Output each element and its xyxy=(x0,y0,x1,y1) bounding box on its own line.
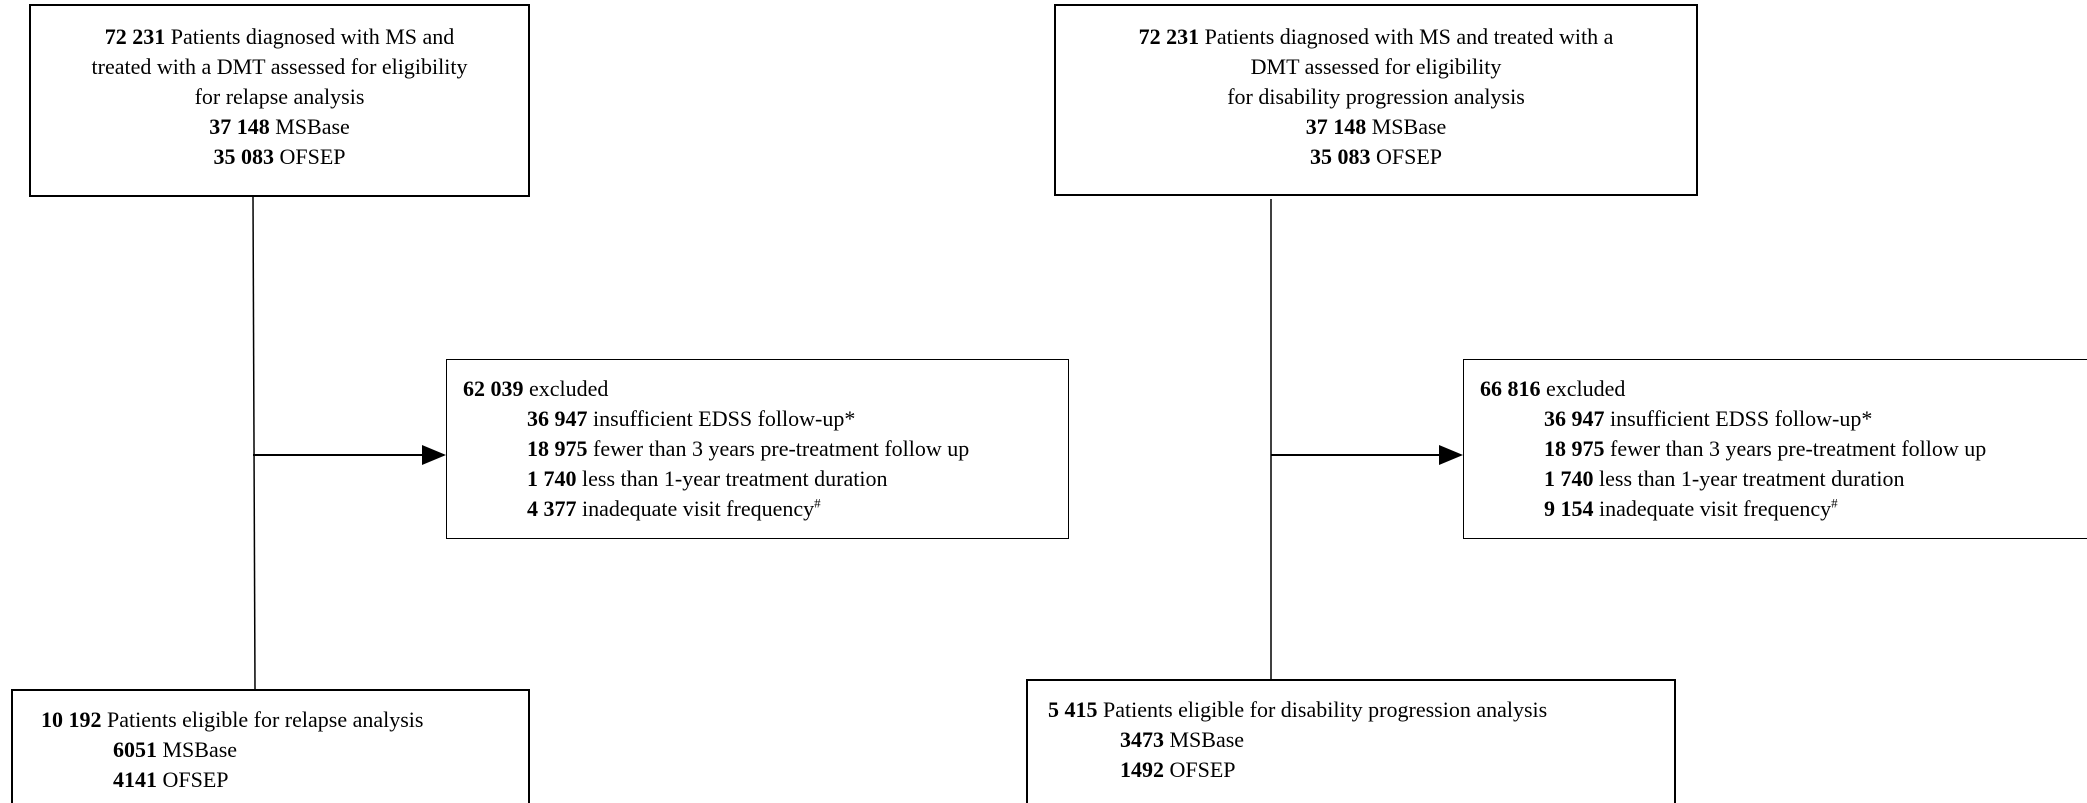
box-line: 18 975 fewer than 3 years pre-treatment … xyxy=(1480,434,2087,464)
footnote-mark: # xyxy=(814,495,821,511)
label: Patients eligible for relapse analysis xyxy=(107,707,424,732)
label: MSBase xyxy=(275,114,350,139)
box-line: 72 231 Patients diagnosed with MS and tr… xyxy=(1056,22,1696,52)
count: 4 377 xyxy=(527,496,577,521)
box-line: 4 377 inadequate visit frequency# xyxy=(463,494,1068,524)
box-line: 1492 OFSEP xyxy=(1048,755,1674,785)
box: 72 231 Patients diagnosed with MS and tre… xyxy=(29,4,530,197)
label: DMT assessed for eligibility xyxy=(1250,54,1502,79)
count: 35 083 xyxy=(213,144,274,169)
count: 1492 xyxy=(1120,757,1164,782)
box-line: DMT assessed for eligibility xyxy=(1056,52,1696,82)
label: fewer than 3 years pre-treatment follow … xyxy=(1610,436,1987,461)
box-line: 37 148 MSBase xyxy=(31,112,528,142)
label: inadequate visit frequency xyxy=(1599,496,1832,521)
box-line: 3473 MSBase xyxy=(1048,725,1674,755)
box-line: 6051 MSBase xyxy=(41,735,528,765)
box-line: 1 740 less than 1-year treatment duratio… xyxy=(1480,464,2087,494)
count: 35 083 xyxy=(1309,144,1371,169)
box-line: for disability progression analysis xyxy=(1056,82,1696,112)
box-line: 36 947 insufficient EDSS follow-up* xyxy=(1480,404,2087,434)
label: MSBase xyxy=(1169,727,1245,752)
label: less than 1-year treatment duration xyxy=(1599,466,1905,491)
box-line: 10 192 Patients eligible for relapse ana… xyxy=(41,705,528,735)
count: 10 192 xyxy=(41,707,102,732)
footnote-mark: # xyxy=(1831,495,1838,511)
count: 1 740 xyxy=(527,466,577,491)
label: inadequate visit frequency xyxy=(582,496,815,521)
box: 72 231 Patients diagnosed with MS and tr… xyxy=(1054,4,1698,196)
label: OFSEP xyxy=(1375,144,1443,169)
count: 36 947 xyxy=(1544,406,1605,431)
label: excluded xyxy=(529,376,609,401)
count: 72 231 xyxy=(1138,24,1200,49)
box-line: 37 148 MSBase xyxy=(1056,112,1696,142)
box: 62 039 excluded 36 947 insufficient EDSS … xyxy=(446,359,1069,539)
label: OFSEP xyxy=(279,144,346,169)
label: Patients eligible for disability progres… xyxy=(1103,697,1548,722)
label: treated with a DMT assessed for eligibil… xyxy=(91,54,468,79)
count: 9 154 xyxy=(1544,496,1594,521)
count: 66 816 xyxy=(1480,376,1541,401)
label: less than 1-year treatment duration xyxy=(582,466,888,491)
label: fewer than 3 years pre-treatment follow … xyxy=(593,436,970,461)
label: for relapse analysis xyxy=(194,84,365,109)
box-line: 4141 OFSEP xyxy=(41,765,528,795)
count: 18 975 xyxy=(1544,436,1605,461)
box-line: 5 415 Patients eligible for disability p… xyxy=(1048,695,1674,725)
label: Patients diagnosed with MS and treated w… xyxy=(1204,24,1614,49)
count: 37 148 xyxy=(209,114,270,139)
count: 1 740 xyxy=(1544,466,1594,491)
box-line: 36 947 insufficient EDSS follow-up* xyxy=(463,404,1068,434)
connector xyxy=(252,196,256,690)
box-line: treated with a DMT assessed for eligibil… xyxy=(31,52,528,82)
box-line: 66 816 excluded xyxy=(1480,374,2087,404)
label: insufficient EDSS follow-up* xyxy=(593,406,856,431)
label: MSBase xyxy=(162,737,238,762)
box: 10 192 Patients eligible for relapse ana… xyxy=(11,689,530,803)
box-line: 9 154 inadequate visit frequency# xyxy=(1480,494,2087,524)
box-line: for relapse analysis xyxy=(31,82,528,112)
count: 72 231 xyxy=(104,24,166,49)
count: 3473 xyxy=(1120,727,1164,752)
box-line: 35 083 OFSEP xyxy=(31,142,528,172)
label: Patients diagnosed with MS and xyxy=(170,24,455,49)
label: MSBase xyxy=(1371,114,1447,139)
box-line: 35 083 OFSEP xyxy=(1056,142,1696,172)
count: 62 039 xyxy=(463,376,524,401)
box: 66 816 excluded 36 947 insufficient EDSS … xyxy=(1463,359,2087,539)
count: 18 975 xyxy=(527,436,588,461)
count: 37 148 xyxy=(1305,114,1367,139)
count: 5 415 xyxy=(1048,697,1098,722)
box: 5 415 Patients eligible for disability p… xyxy=(1026,679,1676,803)
count: 4141 xyxy=(113,767,157,792)
count: 6051 xyxy=(113,737,157,762)
box-line: 72 231 Patients diagnosed with MS and xyxy=(31,22,528,52)
label: for disability progression analysis xyxy=(1227,84,1525,109)
box-line: 18 975 fewer than 3 years pre-treatment … xyxy=(463,434,1068,464)
label: OFSEP xyxy=(1169,757,1236,782)
label: excluded xyxy=(1546,376,1626,401)
label: OFSEP xyxy=(162,767,229,792)
label: insufficient EDSS follow-up* xyxy=(1610,406,1873,431)
box-line: 1 740 less than 1-year treatment duratio… xyxy=(463,464,1068,494)
count: 36 947 xyxy=(527,406,588,431)
box-line: 62 039 excluded xyxy=(463,374,1068,404)
